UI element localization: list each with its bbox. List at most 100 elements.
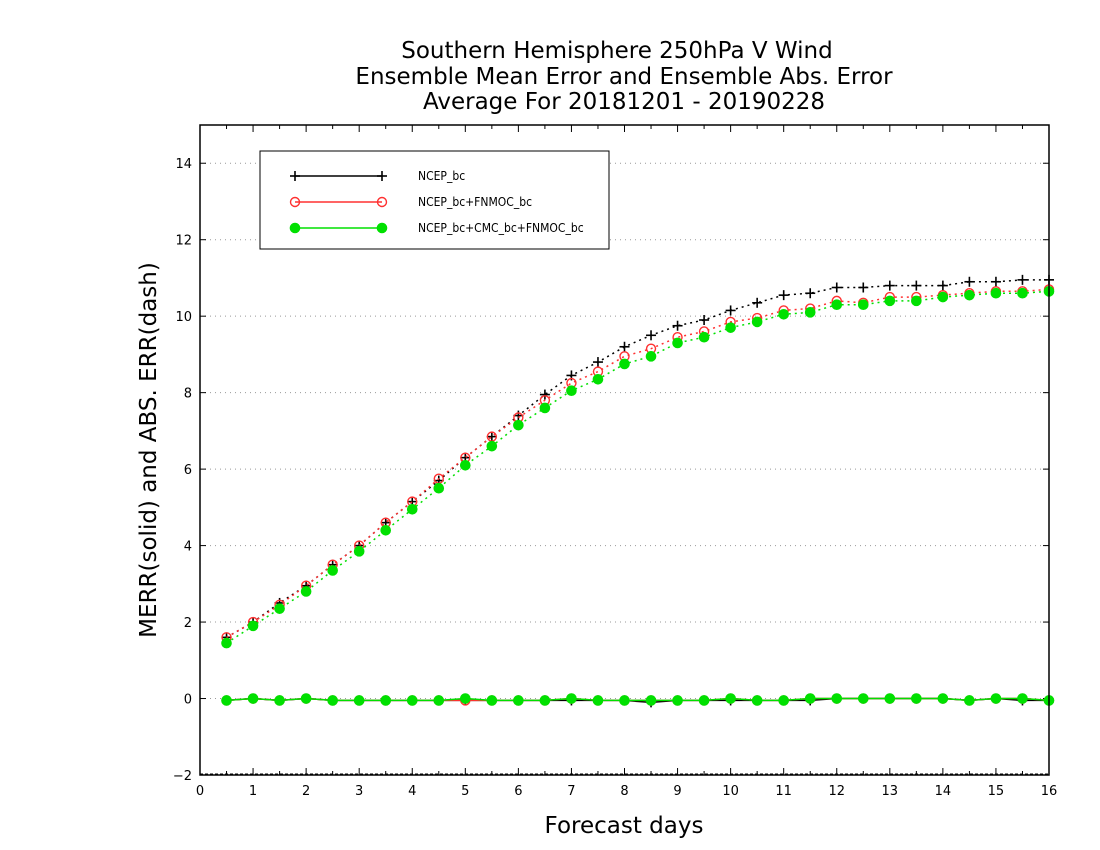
mean-error-point	[406, 695, 418, 706]
abs-error-point	[566, 385, 577, 397]
x-tick-label: 9	[673, 784, 681, 799]
mean-error-point	[857, 693, 869, 704]
title-line-2: Ensemble Mean Error and Ensemble Abs. Er…	[355, 64, 893, 90]
y-tick-label: 14	[175, 157, 192, 172]
y-tick-label: 2	[184, 616, 192, 631]
mean-error-point	[778, 695, 789, 706]
mean-error-point	[380, 695, 392, 706]
abs-error-point	[592, 357, 603, 368]
mean-error-point	[513, 695, 524, 706]
x-tick-label: 10	[722, 784, 739, 799]
abs-error-point	[858, 282, 869, 293]
legend: NCEP_bc NCEP_bc+FNMOC_bc NCEP_bc+CMC_bc+FN…	[259, 150, 610, 250]
mean-error-point	[619, 695, 630, 706]
x-tick-label: 12	[828, 784, 845, 799]
abs-error-point	[672, 320, 683, 331]
mean-error-point	[937, 693, 949, 704]
series	[221, 274, 1055, 708]
mean-error-point	[990, 693, 1002, 704]
mean-error-point	[804, 693, 816, 704]
abs-error-point	[646, 330, 657, 341]
x-tick-label: 15	[988, 784, 1005, 799]
mean-error-point	[353, 695, 365, 706]
mean-error-point	[539, 695, 551, 706]
x-tick-label: 6	[514, 784, 522, 799]
mean-error-point	[221, 695, 232, 706]
series-1	[221, 284, 1055, 706]
mean-error-point	[300, 693, 312, 704]
abs-error-point	[831, 282, 842, 293]
abs-error-point	[486, 431, 497, 442]
y-axis-label: MERR(solid) and ABS. ERR(dash)	[136, 262, 162, 638]
x-tick-label: 7	[567, 784, 575, 799]
abs-error-line	[226, 288, 1050, 639]
legend-marker	[289, 222, 301, 234]
legend-entry-1: NCEP_bc+FNMOC_bc	[289, 195, 532, 209]
abs-error-point	[221, 637, 232, 649]
abs-error-point	[937, 280, 948, 291]
mean-error-point	[327, 695, 338, 706]
legend-marker	[289, 196, 301, 208]
abs-error-point	[539, 389, 550, 400]
abs-error-point	[406, 503, 418, 515]
abs-error-point	[380, 524, 392, 536]
mean-error-point	[725, 693, 736, 704]
mean-error-point	[911, 693, 922, 704]
abs-error-point	[486, 440, 498, 452]
abs-error-point	[884, 295, 896, 307]
series-2	[221, 286, 1055, 706]
abs-error-point	[645, 351, 657, 362]
chart-title: Southern Hemisphere 250hPa V Wind Ensemb…	[355, 38, 893, 115]
legend-label: NCEP_bc	[418, 169, 465, 183]
mean-error-point	[698, 695, 710, 706]
y-tick-label: 10	[175, 310, 192, 325]
x-tick-label: 5	[461, 784, 469, 799]
abs-error-point	[699, 315, 710, 325]
abs-error-point	[857, 299, 869, 311]
mean-error-point	[566, 693, 577, 704]
legend-label: NCEP_bc+CMC_bc+FNMOC_bc	[418, 221, 584, 235]
abs-error-point	[752, 297, 763, 308]
abs-error-point	[964, 289, 975, 301]
mean-error-point	[486, 695, 498, 706]
abs-error-point	[274, 603, 285, 614]
abs-error-point	[247, 620, 259, 632]
mean-error-point	[751, 695, 763, 706]
abs-error-point	[539, 402, 551, 414]
abs-error-point	[513, 419, 524, 431]
x-tick-label: 14	[935, 784, 952, 799]
abs-error-point	[831, 299, 843, 311]
legend-frame	[259, 150, 610, 250]
abs-error-point	[778, 290, 789, 301]
abs-error-point	[300, 586, 312, 597]
legend-entry-0: NCEP_bc	[290, 169, 465, 183]
x-tick-label: 16	[1041, 784, 1058, 799]
mean-error-point	[1017, 693, 1028, 704]
mean-error-point	[460, 693, 471, 704]
mean-error-point	[884, 693, 896, 704]
plot-frame	[199, 124, 1050, 776]
mean-error-point	[592, 695, 604, 706]
abs-error-point	[778, 308, 789, 320]
x-tick-label: 11	[775, 784, 792, 799]
mean-error-line	[226, 697, 1050, 702]
x-tick-label: 0	[196, 784, 204, 799]
abs-error-point	[937, 291, 949, 303]
abs-error-line	[226, 279, 1049, 639]
abs-error-point	[672, 337, 683, 349]
legend-entry-2: NCEP_bc+CMC_bc+FNMOC_bc	[289, 221, 584, 235]
abs-error-point	[990, 287, 1002, 299]
title-line-1: Southern Hemisphere 250hPa V Wind	[401, 38, 832, 64]
mean-error-point	[645, 695, 657, 706]
mean-error-point	[672, 695, 683, 706]
x-tick-label: 3	[355, 784, 363, 799]
y-tick-label: −2	[173, 769, 192, 784]
abs-error-point	[327, 565, 338, 576]
abs-error-point	[911, 280, 922, 291]
abs-error-point	[353, 546, 365, 557]
abs-error-point	[725, 322, 736, 333]
x-tick-label: 1	[249, 784, 257, 799]
x-tick-label: 4	[408, 784, 416, 799]
y-tick-label: 6	[184, 463, 192, 478]
